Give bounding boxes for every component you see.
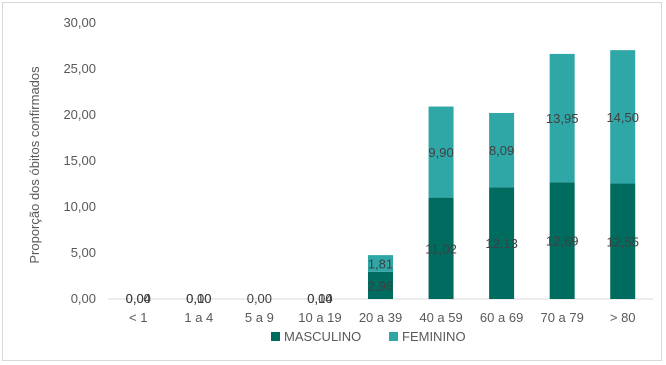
y-tick-label: 5,00	[71, 245, 96, 260]
legend-swatch-feminino	[389, 332, 398, 341]
bar-feminino	[549, 53, 575, 183]
data-label: 0,00	[307, 291, 332, 306]
x-tick-label: < 1	[129, 310, 147, 325]
x-tick-label: 1 a 4	[184, 310, 213, 325]
bar-masculino	[549, 182, 575, 299]
data-label: 0,10	[186, 291, 211, 306]
y-tick-label: 25,00	[63, 61, 96, 76]
data-label: 0,04	[126, 291, 151, 306]
bar-feminino	[610, 50, 636, 184]
legend: MASCULINO FEMININO	[271, 329, 466, 344]
data-label: 2,96	[368, 278, 393, 293]
x-tick-label: 60 a 69	[480, 310, 523, 325]
data-label: 0,14	[307, 291, 332, 306]
bar-feminino	[489, 112, 515, 188]
y-tick-label: 15,00	[63, 153, 96, 168]
bars-group: 0,040,00 0,100,00 0,00 0,140,002,961,8111,0…	[126, 50, 639, 306]
data-label: 0,00	[186, 291, 211, 306]
y-axis-ticks: 0,00 5,00 10,00 15,00 20,00 25,00 30,00	[63, 15, 96, 306]
legend-swatch-masculino	[271, 332, 280, 341]
x-tick-label: 40 a 59	[419, 310, 462, 325]
x-tick-label: 10 a 19	[298, 310, 341, 325]
x-tick-label: > 80	[610, 310, 636, 325]
bar-masculino	[368, 271, 393, 299]
data-label: 13,95	[546, 111, 579, 126]
data-label: 14,50	[606, 110, 639, 125]
bar-masculino	[489, 187, 515, 299]
x-axis-ticks: < 1 1 a 4 5 a 9 10 a 19 20 a 39 40 a 59 60 a 6…	[129, 310, 635, 325]
y-tick-label: 30,00	[63, 15, 96, 30]
data-label: 12,13	[485, 236, 518, 251]
bar-masculino	[610, 183, 636, 299]
bar-masculino	[428, 197, 454, 299]
stacked-bar-chart: Proporção dos óbitos confirmados 0,00 5,0…	[27, 15, 653, 344]
legend-label-feminino: FEMININO	[402, 329, 466, 344]
x-tick-label: 5 a 9	[245, 310, 274, 325]
data-label: 1,81	[368, 256, 393, 271]
y-tick-label: 20,00	[63, 107, 96, 122]
chart-frame: Proporção dos óbitos confirmados 0,00 5,0…	[2, 2, 662, 361]
data-label: 8,09	[489, 143, 514, 158]
y-tick-label: 10,00	[63, 199, 96, 214]
bar-feminino	[428, 106, 454, 198]
y-tick-label: 0,00	[71, 291, 96, 306]
bar-feminino	[368, 255, 393, 272]
data-label: 12,69	[546, 234, 579, 249]
data-label: 11,02	[425, 241, 457, 256]
data-label: 0,00	[247, 291, 272, 306]
x-tick-label: 70 a 79	[540, 310, 583, 325]
data-label: 12,55	[606, 234, 639, 249]
y-axis-title: Proporção dos óbitos confirmados	[27, 66, 42, 264]
x-tick-label: 20 a 39	[359, 310, 402, 325]
legend-label-masculino: MASCULINO	[284, 329, 361, 344]
data-label: 9,90	[428, 145, 453, 160]
data-label: 0,00	[126, 291, 151, 306]
